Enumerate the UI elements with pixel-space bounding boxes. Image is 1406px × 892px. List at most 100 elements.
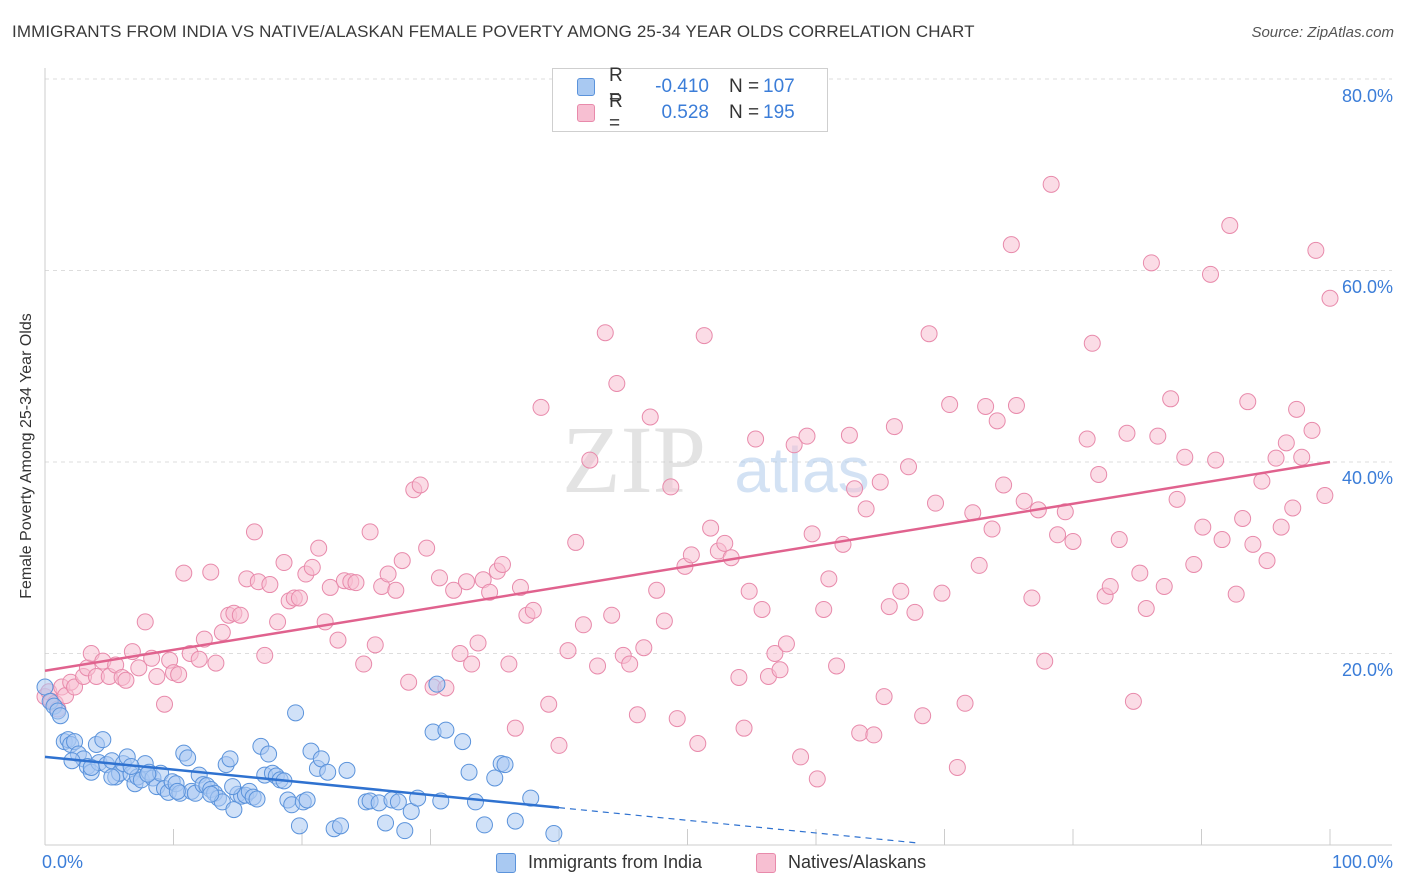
- y-tick-20: 20.0%: [1341, 660, 1393, 680]
- pink-swatch: [756, 852, 776, 873]
- watermark: ZIP atlas: [562, 406, 870, 513]
- data-point: [682, 546, 700, 564]
- data-point: [1168, 490, 1186, 508]
- data-point: [500, 655, 518, 673]
- data-point: [1239, 393, 1257, 411]
- data-point: [221, 750, 239, 768]
- data-point: [117, 671, 135, 689]
- data-point: [730, 668, 748, 686]
- data-point: [486, 769, 504, 787]
- data-point: [1258, 552, 1276, 570]
- data-point: [1207, 451, 1225, 469]
- x-tick-min: 0.0%: [42, 852, 84, 872]
- data-point: [275, 554, 293, 572]
- data-point: [1162, 390, 1180, 408]
- data-point: [506, 719, 524, 737]
- data-point: [493, 555, 511, 573]
- data-point: [1149, 427, 1167, 445]
- data-point: [1185, 555, 1203, 573]
- data-point: [1049, 526, 1067, 544]
- data-point: [168, 782, 186, 800]
- data-point: [608, 374, 626, 392]
- trend-line-extension: [558, 807, 919, 844]
- data-point: [1078, 430, 1096, 448]
- data-point: [559, 642, 577, 660]
- data-point: [1277, 434, 1295, 452]
- data-point: [1036, 652, 1054, 670]
- correlation-legend: R = -0.410 N = 107 R = 0.528 N = 195: [552, 65, 828, 134]
- data-point: [892, 582, 910, 600]
- data-point: [641, 408, 659, 426]
- data-point: [635, 639, 653, 657]
- data-point: [815, 600, 833, 618]
- trend-line-natives-alaskans: [44, 460, 1331, 672]
- data-point: [871, 473, 889, 491]
- data-point: [834, 535, 852, 553]
- data-point: [469, 634, 487, 652]
- data-point: [260, 745, 278, 763]
- data-point: [1253, 472, 1271, 490]
- data-point: [1201, 265, 1219, 283]
- data-point: [463, 655, 481, 673]
- data-point: [261, 576, 279, 594]
- data-point: [906, 603, 924, 621]
- data-point: [310, 539, 328, 557]
- pink-swatch: [577, 104, 595, 122]
- data-point: [248, 790, 266, 808]
- data-point: [321, 578, 339, 596]
- data-point: [846, 480, 864, 498]
- data-point: [1221, 216, 1239, 234]
- data-point: [396, 822, 414, 840]
- y-tick-40: 40.0%: [1341, 468, 1393, 488]
- data-point: [948, 758, 966, 776]
- data-point: [840, 426, 858, 444]
- r-value: -0.410: [655, 76, 709, 97]
- data-point: [753, 600, 771, 618]
- x-tick-max: 100.0%: [1331, 852, 1393, 872]
- data-point: [213, 623, 231, 641]
- data-point: [777, 635, 795, 653]
- data-point: [1142, 254, 1160, 272]
- data-point: [460, 763, 478, 781]
- data-point: [524, 601, 542, 619]
- data-point: [156, 695, 174, 713]
- data-point: [130, 659, 148, 677]
- data-point: [393, 552, 411, 570]
- data-point: [1064, 532, 1082, 550]
- data-point: [1244, 535, 1262, 553]
- blue-swatch: [496, 852, 516, 873]
- data-point: [1137, 599, 1155, 617]
- data-point: [202, 563, 220, 581]
- data-point: [655, 612, 673, 630]
- data-point: [379, 565, 397, 583]
- chart-title: IMMIGRANTS FROM INDIA VS NATIVE/ALASKAN …: [12, 22, 975, 41]
- y-tick-60: 60.0%: [1341, 277, 1393, 297]
- data-point: [269, 613, 287, 631]
- trend-line-immigrants-from-india: [44, 755, 560, 809]
- data-point: [290, 817, 308, 835]
- n-value: 107: [763, 76, 795, 97]
- data-point: [1124, 692, 1142, 710]
- data-point: [628, 706, 646, 724]
- data-point: [316, 613, 334, 631]
- data-point: [451, 645, 469, 662]
- data-point: [668, 710, 686, 728]
- data-point: [574, 616, 592, 634]
- r-label: R =: [609, 91, 623, 134]
- data-point: [785, 436, 803, 454]
- data-point: [695, 327, 713, 345]
- data-point: [1155, 577, 1173, 595]
- data-point: [355, 655, 373, 673]
- data-point: [1083, 334, 1101, 352]
- series-immigrants-from-india: [36, 675, 563, 843]
- data-point: [136, 613, 154, 631]
- legend-label: Natives/Alaskans: [788, 852, 927, 872]
- data-point: [567, 533, 585, 551]
- data-point: [1227, 585, 1245, 603]
- r-value: 0.528: [661, 102, 709, 123]
- legend-row-blue: R = -0.410 N = 107: [577, 65, 795, 108]
- legend-item-natives-alaskans: Natives/Alaskans: [756, 852, 926, 873]
- data-point: [437, 721, 455, 739]
- data-point: [290, 589, 308, 607]
- data-point: [400, 673, 418, 691]
